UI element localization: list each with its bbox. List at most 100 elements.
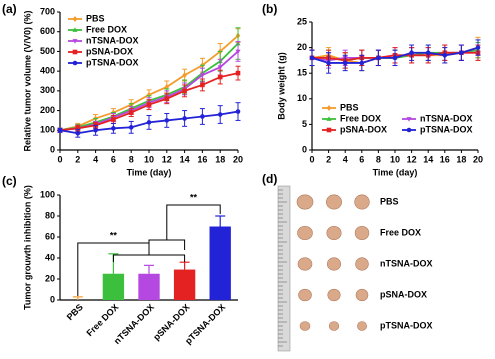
panel-label: (c) — [2, 174, 17, 188]
legend-marker — [326, 127, 332, 133]
panel-label: (a) — [2, 2, 17, 16]
x-tick-label: 18 — [215, 154, 225, 164]
x-tick-label: 8 — [376, 154, 381, 164]
tumors — [296, 194, 370, 331]
y-tick-label: 0 — [302, 144, 307, 154]
x-tick-label: 10 — [390, 154, 400, 164]
marker — [57, 127, 63, 133]
legend-marker — [72, 49, 78, 55]
y-tick-label: 200 — [40, 105, 55, 115]
tumor — [327, 288, 341, 302]
marker — [217, 112, 223, 117]
marker — [475, 45, 481, 50]
tumor — [355, 257, 369, 271]
x-axis-label: Time (day) — [127, 167, 172, 177]
x-tick-label: 6 — [111, 154, 116, 164]
tumor — [298, 288, 312, 302]
panel: (b) 0 5 10 15 20 25 Body weight (g) 0 2 4 6 8 10 12 14 1… — [262, 2, 483, 177]
legend-marker — [72, 16, 78, 22]
legend-label: PBS — [86, 13, 105, 23]
marker — [128, 125, 134, 130]
marker — [326, 60, 331, 66]
y-tick-label: 20 — [45, 273, 55, 283]
y-tick-label: 100 — [40, 189, 55, 199]
annotation: ** — [110, 230, 118, 240]
marker — [235, 49, 241, 55]
ruler-ticks — [278, 189, 287, 347]
x-tick-label: 6 — [359, 154, 364, 164]
y-tick-label: 100 — [40, 125, 55, 135]
marker — [376, 55, 381, 61]
marker — [111, 117, 116, 122]
bar — [102, 273, 125, 300]
y-tick-label: 0 — [50, 144, 55, 154]
marker — [217, 74, 223, 80]
legend-marker — [72, 39, 78, 44]
marker — [235, 70, 241, 76]
y-tick-label: 5 — [302, 119, 307, 129]
x-tick-label: 4 — [93, 154, 98, 164]
legend-marker — [72, 27, 78, 32]
marker — [200, 82, 205, 88]
tumor — [354, 225, 370, 241]
marker — [146, 102, 152, 107]
x-tick-label: 0 — [309, 154, 314, 164]
marker — [93, 127, 98, 133]
x-tick-label: 4 — [343, 154, 348, 164]
marker — [392, 55, 398, 61]
y-axis-label: Relative tumor volume (V/V0) (%) — [22, 10, 32, 151]
marker — [182, 88, 187, 94]
legend-label: Free DOX — [86, 24, 127, 34]
legend-marker — [406, 117, 412, 122]
legend-label: Free DOX — [340, 113, 381, 123]
y-tick-label: 400 — [40, 66, 55, 76]
legend-marker — [406, 127, 412, 133]
tumor — [357, 321, 367, 331]
x-tick-label: 12 — [407, 154, 417, 164]
x-tick-label: 18 — [456, 154, 466, 164]
x-tick-label: 16 — [440, 154, 450, 164]
y-tick-label: 600 — [40, 26, 55, 36]
y-tick-label: 80 — [45, 210, 55, 220]
tumor — [354, 194, 370, 210]
row-label: pTSNA-DOX — [380, 320, 433, 330]
x-tick-label: 2 — [326, 154, 331, 164]
legend-label: nTSNA-DOX — [86, 35, 139, 45]
marker — [199, 73, 205, 78]
tumor — [326, 225, 342, 241]
legend-marker — [326, 116, 332, 121]
legend-marker — [72, 60, 78, 66]
legend-label: nTSNA-DOX — [420, 113, 473, 123]
marker — [182, 116, 187, 121]
legend-label: pTSNA-DOX — [86, 57, 139, 67]
y-tick-label: 25 — [297, 16, 307, 26]
marker — [75, 130, 81, 136]
row-label: pSNA-DOX — [380, 289, 427, 299]
x-tick-label: 14 — [423, 154, 433, 164]
marker — [128, 110, 134, 115]
legend-label: PBS — [340, 102, 359, 112]
marker — [182, 72, 187, 79]
bar — [209, 226, 231, 300]
marker — [235, 109, 241, 114]
bracket — [148, 204, 221, 250]
x-tick-label: 14 — [180, 154, 190, 164]
marker — [342, 60, 348, 66]
y-tick-label: 20 — [297, 42, 307, 52]
tumor — [296, 194, 314, 210]
marker — [309, 55, 315, 61]
marker — [200, 114, 205, 119]
bar — [138, 273, 160, 300]
row-label: nTSNA-DOX — [380, 258, 433, 268]
legend-label: pSNA-DOX — [86, 46, 133, 56]
y-tick-label: 0 — [50, 294, 55, 304]
x-tick-label: 16 — [197, 154, 207, 164]
y-tick-label: 300 — [40, 85, 55, 95]
x-axis-label: Time (day) — [373, 167, 418, 177]
tumor — [297, 257, 313, 271]
x-tick-label: 20 — [233, 154, 243, 164]
tumor — [326, 257, 342, 271]
